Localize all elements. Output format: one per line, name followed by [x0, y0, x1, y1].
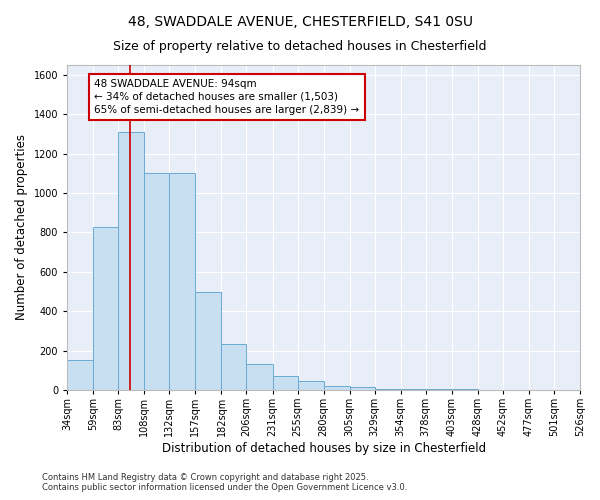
- Text: 48, SWADDALE AVENUE, CHESTERFIELD, S41 0SU: 48, SWADDALE AVENUE, CHESTERFIELD, S41 0…: [128, 15, 473, 29]
- Text: Size of property relative to detached houses in Chesterfield: Size of property relative to detached ho…: [113, 40, 487, 53]
- Bar: [298, 381, 323, 390]
- Bar: [272, 376, 298, 390]
- Bar: [93, 226, 118, 390]
- Bar: [196, 292, 221, 390]
- Bar: [374, 389, 401, 390]
- Bar: [323, 386, 350, 390]
- Bar: [452, 389, 478, 390]
- Text: Contains HM Land Registry data © Crown copyright and database right 2025.
Contai: Contains HM Land Registry data © Crown c…: [42, 473, 407, 492]
- Bar: [67, 360, 93, 390]
- Bar: [118, 132, 145, 390]
- Bar: [401, 389, 426, 390]
- Bar: [221, 344, 247, 390]
- Y-axis label: Number of detached properties: Number of detached properties: [15, 134, 28, 320]
- Bar: [350, 387, 374, 390]
- X-axis label: Distribution of detached houses by size in Chesterfield: Distribution of detached houses by size …: [161, 442, 485, 455]
- Text: 48 SWADDALE AVENUE: 94sqm
← 34% of detached houses are smaller (1,503)
65% of se: 48 SWADDALE AVENUE: 94sqm ← 34% of detac…: [94, 79, 359, 115]
- Bar: [426, 389, 452, 390]
- Bar: [145, 174, 169, 390]
- Bar: [247, 364, 272, 390]
- Bar: [169, 174, 196, 390]
